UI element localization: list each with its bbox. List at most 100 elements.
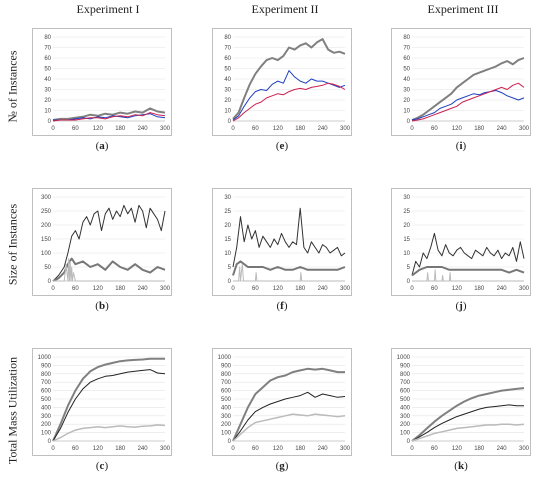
x-tick-label: 180 — [295, 286, 306, 292]
x-tick-label: 240 — [318, 286, 329, 292]
y-tick-label: 900 — [41, 363, 52, 369]
y-tick-label: 70 — [224, 46, 231, 52]
x-tick-label: 180 — [474, 446, 485, 452]
chart-panel-e: 0 10 20 30 40 50 60 70 80 0 60 120 180 240 300 — [212, 28, 352, 136]
y-tick-label: 1000 — [218, 355, 232, 361]
x-tick-label: 60 — [431, 126, 438, 132]
x-tick-label: 60 — [72, 446, 79, 452]
chart-i: 0 10 20 30 40 50 60 70 80 0 60 120 180 240 300 — [403, 35, 530, 132]
y-tick-label: 30 — [403, 88, 410, 94]
x-tick-label: 60 — [252, 126, 259, 132]
x-tick-label: 180 — [295, 446, 306, 452]
y-tick-label: 0 — [48, 119, 52, 125]
y-tick-label: 0 — [407, 439, 411, 445]
x-tick-label: 180 — [115, 286, 126, 292]
chart-g: 0 100 200 300 400 500 600 700 800 900 1000 0 60 120 18… — [218, 355, 351, 452]
y-tick-label: 10 — [44, 109, 51, 115]
series-line-1 — [232, 367, 345, 442]
y-tick-label: 500 — [400, 397, 411, 403]
series-line-2 — [411, 266, 525, 277]
series-line-1 — [411, 232, 525, 276]
column-title-experiment-1: Experiment I — [76, 2, 140, 16]
y-tick-label: 600 — [400, 389, 411, 395]
y-tick-label: 300 — [41, 195, 52, 201]
y-tick-label: 200 — [41, 223, 52, 229]
series-line-2 — [232, 260, 346, 276]
x-tick-label: 240 — [138, 126, 149, 132]
y-tick-label: 700 — [400, 380, 411, 386]
x-tick-label: 60 — [431, 446, 438, 452]
panel-label-f: (f) — [276, 300, 288, 312]
y-tick-label: 700 — [221, 380, 232, 386]
x-tick-label: 180 — [474, 286, 485, 292]
x-tick-label: 120 — [273, 286, 284, 292]
series-line-3 — [52, 424, 166, 442]
chart-e: 0 10 20 30 40 50 60 70 80 0 60 120 180 240 300 — [224, 35, 351, 132]
series-line-1 — [232, 38, 346, 120]
series-line-2 — [52, 369, 166, 442]
y-tick-label: 10 — [224, 109, 231, 115]
series-line-2 — [411, 90, 525, 121]
y-tick-label: 0 — [48, 279, 52, 285]
y-tick-label: 80 — [44, 35, 51, 41]
x-tick-label: 0 — [51, 286, 55, 292]
x-tick-label: 300 — [160, 126, 171, 132]
y-tick-label: 70 — [44, 46, 51, 52]
y-tick-label: 25 — [224, 209, 231, 215]
x-tick-label: 120 — [452, 286, 463, 292]
x-tick-label: 180 — [295, 126, 306, 132]
series-line-3 — [52, 112, 166, 122]
chart-panel-a: 0 10 20 30 40 50 60 70 80 0 60 120 180 240 300 — [32, 28, 172, 136]
panel-label-c: (c) — [95, 460, 109, 472]
y-tick-label: 400 — [41, 405, 52, 411]
series-line-3 — [411, 423, 525, 442]
x-tick-label: 240 — [318, 446, 329, 452]
y-tick-label: 50 — [403, 67, 410, 73]
y-tick-label: 20 — [224, 223, 231, 229]
y-tick-label: 30 — [44, 88, 51, 94]
x-tick-label: 0 — [410, 446, 414, 452]
y-tick-label: 15 — [224, 237, 231, 243]
y-tick-label: 10 — [403, 109, 410, 115]
y-tick-label: 80 — [224, 35, 231, 41]
y-tick-label: 10 — [224, 251, 231, 257]
x-tick-label: 300 — [340, 126, 351, 132]
y-tick-label: 600 — [41, 389, 52, 395]
panel-label-a: (a) — [95, 140, 109, 152]
chart-panel-k: 0 100 200 300 400 500 600 700 800 900 1000 0 60 120 18… — [391, 348, 531, 456]
y-tick-label: 5 — [228, 265, 232, 271]
x-tick-label: 120 — [273, 126, 284, 132]
series-line-3 — [233, 263, 345, 282]
y-tick-label: 100 — [41, 251, 52, 257]
y-tick-label: 5 — [407, 265, 411, 271]
x-tick-label: 0 — [410, 286, 414, 292]
y-tick-label: 300 — [41, 414, 52, 420]
series-line-1 — [52, 107, 166, 121]
y-tick-label: 0 — [228, 279, 232, 285]
x-tick-label: 120 — [93, 446, 104, 452]
y-tick-label: 0 — [407, 119, 411, 125]
x-tick-label: 300 — [519, 126, 530, 132]
y-tick-label: 100 — [41, 431, 52, 437]
y-tick-label: 20 — [403, 223, 410, 229]
x-tick-label: 120 — [452, 126, 463, 132]
x-tick-label: 0 — [51, 446, 55, 452]
y-tick-label: 20 — [44, 98, 51, 104]
y-tick-label: 20 — [403, 98, 410, 104]
y-tick-label: 100 — [400, 431, 411, 437]
chart-a: 0 10 20 30 40 50 60 70 80 0 60 120 180 240 300 — [44, 35, 171, 132]
y-tick-label: 200 — [221, 422, 232, 428]
x-tick-label: 240 — [318, 126, 329, 132]
row-title-number-of-instances: № of Instances — [5, 50, 20, 123]
x-tick-label: 60 — [252, 286, 259, 292]
x-tick-label: 0 — [231, 286, 235, 292]
x-tick-label: 300 — [340, 286, 351, 292]
chart-k: 0 100 200 300 400 500 600 700 800 900 1000 0 60 120 18… — [397, 355, 530, 452]
panel-label-k: (k) — [454, 460, 468, 472]
x-tick-label: 240 — [497, 126, 508, 132]
series-line-2 — [232, 391, 346, 442]
x-tick-label: 300 — [160, 286, 171, 292]
x-tick-label: 120 — [93, 286, 104, 292]
y-tick-label: 300 — [400, 414, 411, 420]
